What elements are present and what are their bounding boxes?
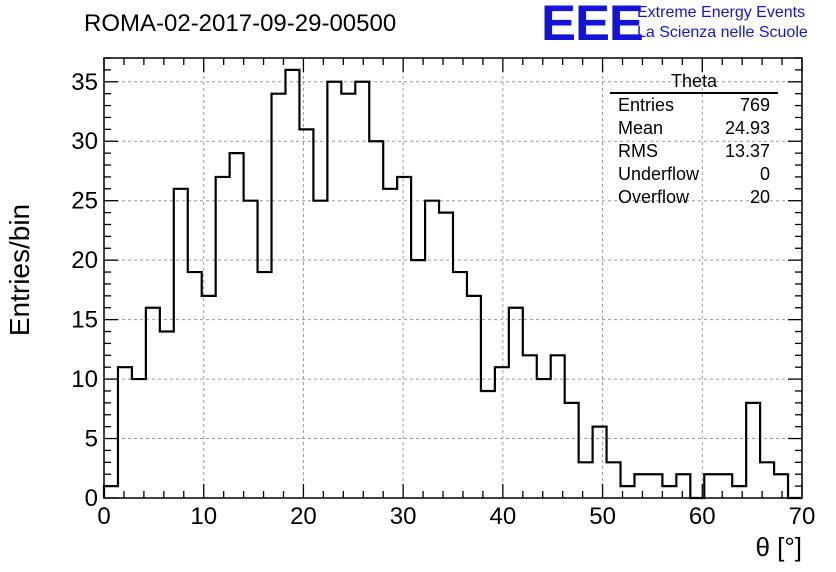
histogram-bin — [579, 462, 593, 498]
plot-frame — [103, 57, 803, 499]
x-tick-label: 40 — [490, 503, 517, 530]
histogram-bin — [495, 367, 509, 498]
stats-value: 24.93 — [724, 118, 770, 138]
histogram-bin — [244, 201, 258, 498]
histogram-bin — [481, 391, 495, 498]
histogram-bin — [732, 486, 746, 498]
stats-label: Overflow — [618, 187, 690, 207]
y-tick-label: 25 — [71, 188, 98, 215]
histogram-bin — [285, 70, 299, 498]
histogram-bin — [230, 153, 244, 498]
histogram-bin — [327, 82, 341, 498]
histogram-bin — [341, 94, 355, 498]
y-tick-label: 35 — [71, 69, 98, 96]
y-axis-label: Entries/bin — [4, 203, 35, 337]
histogram-bin — [355, 82, 369, 498]
histogram-bin — [411, 260, 425, 498]
histogram-bin — [188, 272, 202, 498]
x-tick-label: 10 — [190, 503, 217, 530]
x-axis-label: θ [°] — [755, 532, 802, 562]
stats-value: 0 — [759, 164, 770, 184]
logo-line-2: La Scienza nelle Scuole — [637, 24, 808, 41]
histogram-bin — [746, 403, 760, 498]
stats-row-underflow: Underflow 0 — [610, 163, 778, 186]
stats-label: RMS — [618, 141, 658, 161]
histogram-bin — [174, 189, 188, 498]
histogram-bin — [118, 367, 132, 498]
histogram-bin — [523, 355, 537, 498]
stats-row-rms: RMS 13.37 — [610, 140, 778, 163]
stats-value: 13.37 — [724, 141, 770, 161]
x-tick-label: 70 — [789, 503, 816, 530]
y-tick-label: 5 — [85, 426, 98, 453]
histogram-bin — [258, 272, 272, 498]
histogram-bin — [774, 474, 788, 498]
histogram-bin — [439, 213, 453, 498]
logo-line-1: Extreme Energy Events — [637, 4, 806, 21]
y-tick-label: 30 — [71, 128, 98, 155]
histogram-bin — [593, 427, 607, 498]
histogram-bin — [146, 308, 160, 498]
histogram-bin — [551, 355, 565, 498]
histogram-bin — [383, 189, 397, 498]
logo-mark: EEE — [541, 0, 644, 51]
histogram-bin — [648, 474, 662, 498]
stats-box: Theta Entries 769 Mean 24.93 RMS 13.37 U… — [610, 70, 778, 209]
y-tick-label: 0 — [85, 485, 98, 512]
histogram-bin — [537, 379, 551, 498]
histogram-bin — [676, 474, 690, 498]
x-tick-label: 30 — [390, 503, 417, 530]
stats-row-entries: Entries 769 — [610, 94, 778, 117]
y-tick-label: 10 — [71, 366, 98, 393]
x-tick-label: 60 — [689, 503, 716, 530]
histogram-bin — [634, 474, 648, 498]
stats-label: Mean — [618, 118, 664, 138]
stats-label: Entries — [618, 95, 675, 115]
stats-row-overflow: Overflow 20 — [610, 186, 778, 209]
histogram-bin — [132, 379, 146, 498]
x-tick-label: 20 — [290, 503, 317, 530]
y-tick-label: 20 — [71, 247, 98, 274]
histogram-outline — [102, 68, 802, 500]
histogram-bin — [272, 94, 286, 498]
histogram-bin — [425, 201, 439, 498]
y-tick-label: 15 — [71, 307, 98, 334]
stats-label: Underflow — [618, 164, 700, 184]
histogram-bin — [704, 474, 718, 498]
histogram-bin — [565, 403, 579, 498]
histogram-bin — [453, 272, 467, 498]
x-tick-label: 50 — [589, 503, 616, 530]
histogram-bin — [160, 332, 174, 498]
x-tick-label: 0 — [97, 503, 110, 530]
histogram-bin — [467, 296, 481, 498]
histogram-bin — [313, 201, 327, 498]
stats-value: 769 — [739, 95, 770, 115]
histogram-bin — [299, 129, 313, 498]
histogram-bin — [718, 474, 732, 498]
stats-title: Theta — [610, 70, 778, 94]
stats-value: 20 — [749, 187, 770, 207]
histogram-bin — [216, 177, 230, 498]
histogram-bin — [202, 296, 216, 498]
histogram-bin — [397, 177, 411, 498]
histogram-bin — [607, 462, 621, 498]
histogram-bin — [662, 486, 676, 498]
stats-row-mean: Mean 24.93 — [610, 117, 778, 140]
histogram-bin — [509, 308, 523, 498]
histogram-bin — [104, 486, 118, 498]
histogram-bin — [369, 141, 383, 498]
chart-title: ROMA-02-2017-09-29-00500 — [84, 10, 397, 37]
